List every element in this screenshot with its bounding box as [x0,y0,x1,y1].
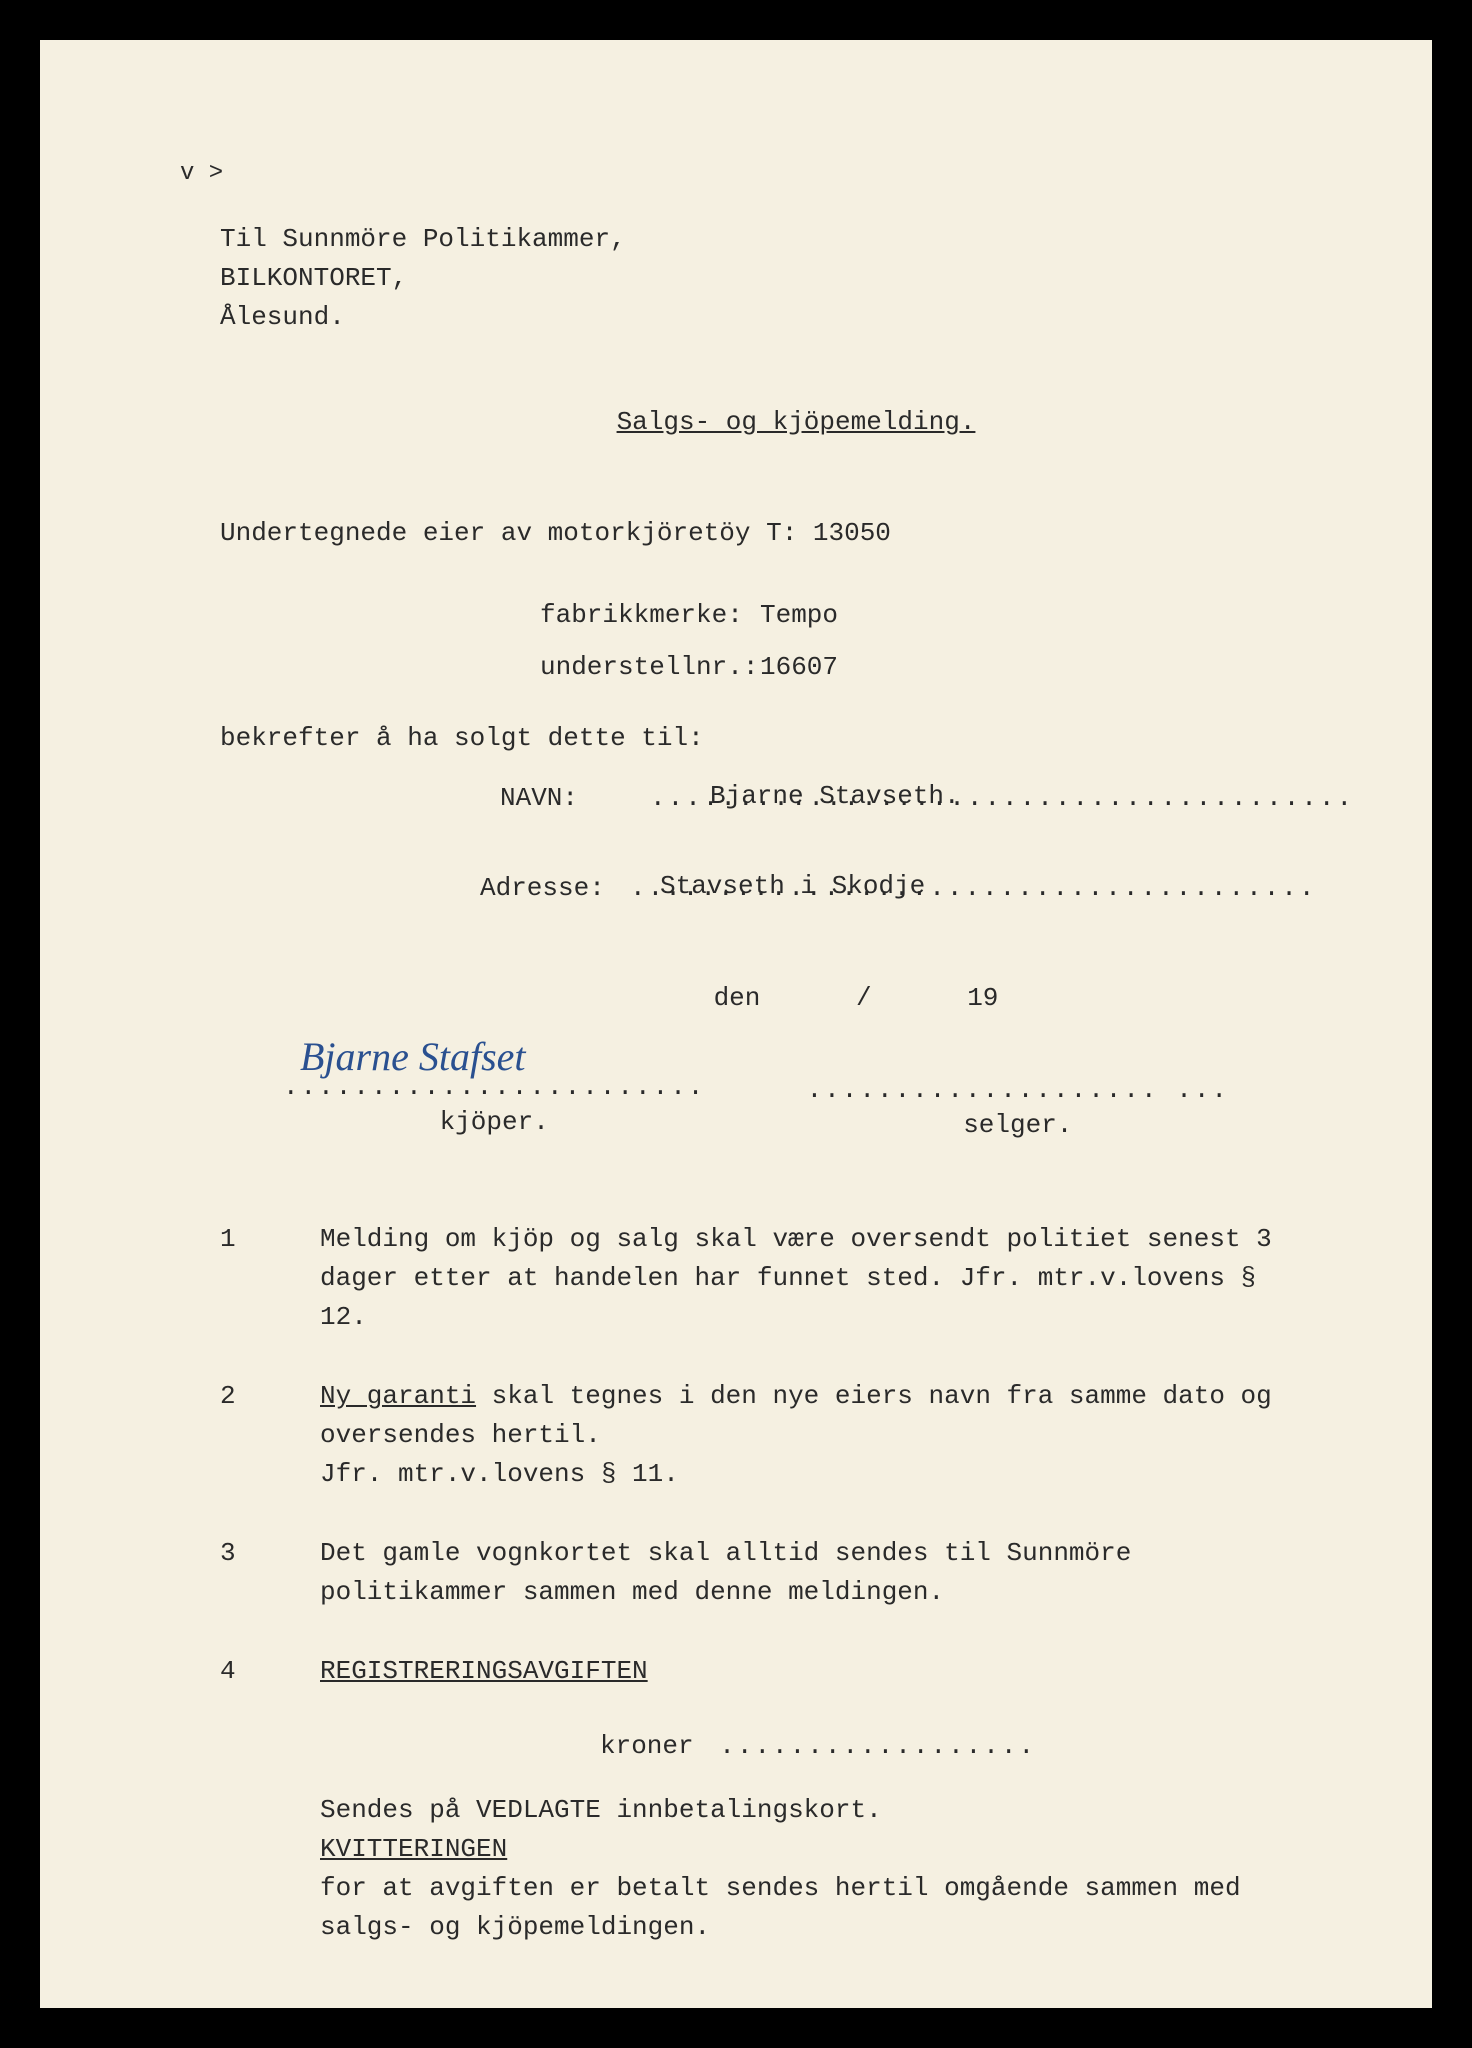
understellnr-value: 16607 [760,641,838,693]
date-slash: / [856,983,872,1013]
note-4-num: 4 [220,1652,320,1691]
note-2: 2 Ny garanti skal tegnes i den nye eiers… [220,1377,1292,1494]
document-page: v > Til Sunnmöre Politikammer, BILKONTOR… [40,40,1432,2008]
confirm-text: bekrefter å ha solgt dette til: [220,723,1292,753]
name-value-container: Bjarne Stavseth. .......................… [650,783,1354,813]
note-3-text: Det gamle vognkortet skal alltid sendes … [320,1534,1292,1612]
buyer-label: kjöper. [280,1107,708,1137]
note-1: 1 Melding om kjöp og salg skal være over… [220,1220,1292,1337]
date-row: den / 19 [420,983,1292,1013]
note-2-underline: Ny garanti [320,1381,476,1411]
date-den: den [714,983,761,1013]
date-year: 19 [967,983,998,1013]
adresse-label: Adresse: [480,873,630,903]
final-block: Sendes på VEDLAGTE innbetalingskort. KVI… [320,1791,1292,1947]
intro-text: Undertegnede eier av motorkjöretöy T: 13… [220,507,1292,559]
seller-dots: .................... ... [804,1075,1232,1105]
signature-row: Bjarne Stafset ........................ … [220,1033,1292,1140]
understellnr-label: understellnr.: [540,641,760,693]
document-title: Salgs- og kjöpemelding. [300,407,1292,437]
note-2-text: Ny garanti skal tegnes i den nye eiers n… [320,1377,1292,1494]
recipient-address: Til Sunnmöre Politikammer, BILKONTORET, … [220,220,1292,337]
name-value: Bjarne Stavseth. [710,781,960,811]
note-2-text2: Jfr. mtr.v.lovens § 11. [320,1459,679,1489]
note-4-underline: REGISTRERINGSAVGIFTEN [320,1656,648,1686]
fabrikkmerke-label: fabrikkmerke: [540,589,760,641]
note-4: 4 REGISTRERINGSAVGIFTEN [220,1652,1292,1691]
notes-section: 1 Melding om kjöp og salg skal være over… [220,1220,1292,1947]
fabrikkmerke-row: fabrikkmerke: Tempo [540,589,1292,641]
buyer-dots: ........................ [280,1072,708,1102]
name-row: NAVN: Bjarne Stavseth. .................… [500,783,1292,813]
seller-signature-box: .................... ... selger. [804,1033,1232,1140]
kroner-row: kroner .................. [600,1731,1292,1761]
note-2-num: 2 [220,1377,320,1494]
understellnr-row: understellnr.: 16607 [540,641,1292,693]
corner-mark: v > [180,160,223,187]
final-line-1: Sendes på VEDLAGTE innbetalingskort. [320,1791,1292,1830]
seller-signature-empty [804,1033,1232,1075]
buyer-signature-box: Bjarne Stafset ........................ … [280,1033,708,1140]
address-row: Adresse: Stavseth i Skodje .............… [480,873,1292,903]
note-4-text: REGISTRERINGSAVGIFTEN [320,1652,1292,1691]
seller-label: selger. [804,1110,1232,1140]
name-label: NAVN: [500,783,650,813]
final-line-2: KVITTERINGEN [320,1830,1292,1869]
note-3: 3 Det gamle vognkortet skal alltid sende… [220,1534,1292,1612]
note-1-num: 1 [220,1220,320,1337]
fabrikkmerke-value: Tempo [760,589,838,641]
final-line-3: for at avgiften er betalt sendes hertil … [320,1869,1292,1947]
address-line-1: Til Sunnmöre Politikammer, [220,220,1292,259]
address-line-3: Ålesund. [220,298,1292,337]
note-1-text: Melding om kjöp og salg skal være overse… [320,1220,1292,1337]
note-3-num: 3 [220,1534,320,1612]
adresse-value: Stavseth i Skodje [660,871,925,901]
address-line-2: BILKONTORET, [220,259,1292,298]
adresse-value-container: Stavseth i Skodje ......................… [630,873,1317,903]
kroner-dots: .................. [719,1731,1036,1761]
kroner-label: kroner [600,1731,694,1761]
